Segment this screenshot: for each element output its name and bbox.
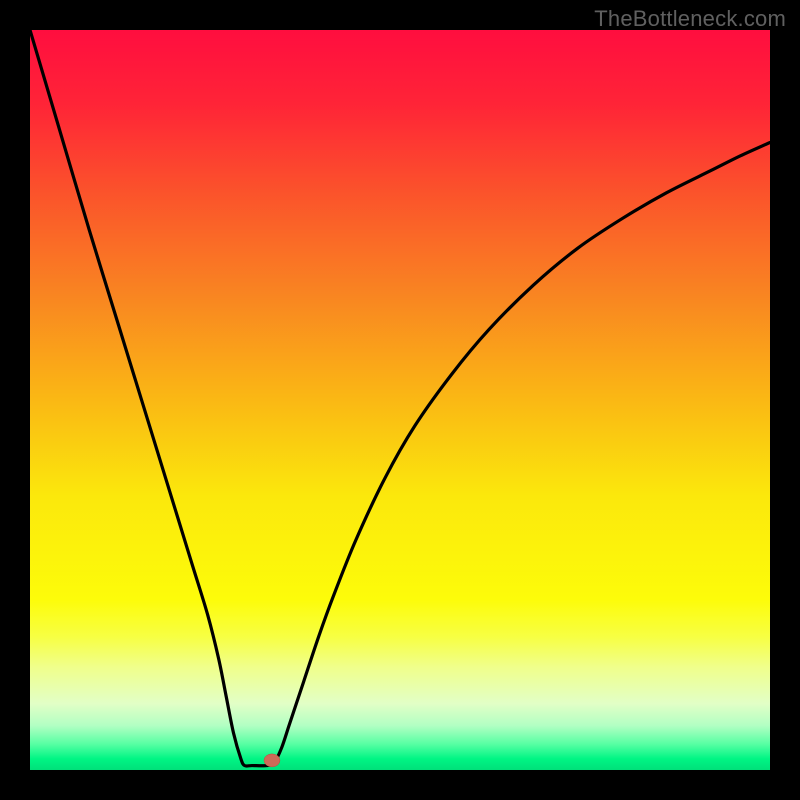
chart-container: TheBottleneck.com (0, 0, 800, 800)
plot-area (30, 30, 770, 770)
minimum-marker (264, 754, 280, 767)
chart-svg (30, 30, 770, 770)
watermark-text: TheBottleneck.com (594, 6, 786, 32)
